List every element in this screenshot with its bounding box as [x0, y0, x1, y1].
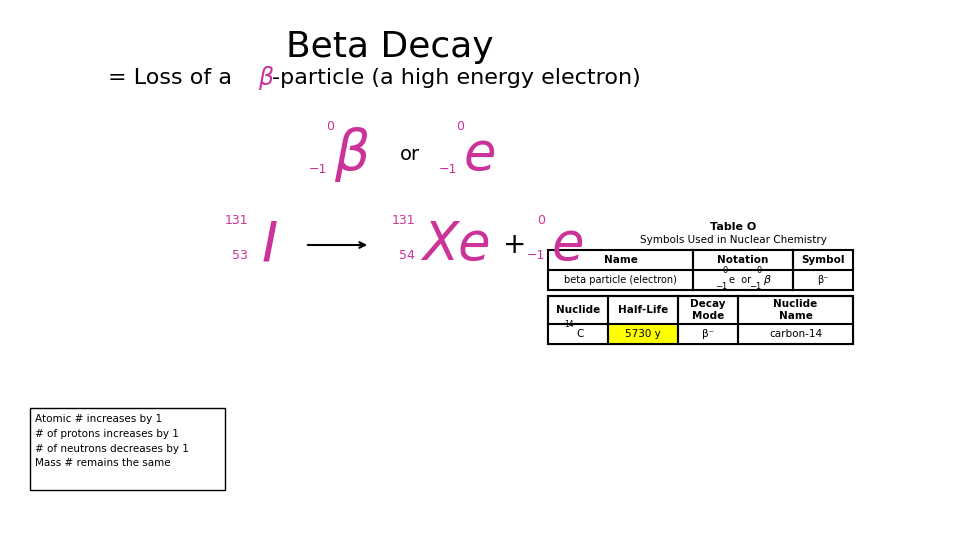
Text: 0: 0 [537, 214, 545, 227]
Text: C: C [576, 329, 584, 339]
Text: Notation: Notation [717, 255, 769, 265]
Bar [548, 296, 853, 344]
Text: −1: −1 [527, 249, 545, 262]
Bar [548, 324, 608, 344]
Text: Symbols Used in Nuclear Chemistry: Symbols Used in Nuclear Chemistry [639, 235, 827, 245]
Text: carbon-14: carbon-14 [769, 329, 822, 339]
Text: −1: −1 [715, 282, 727, 291]
Text: Half-Life: Half-Life [618, 305, 668, 315]
Text: or: or [400, 145, 420, 165]
Bar [738, 324, 853, 344]
Text: Table O: Table O [709, 222, 756, 232]
Text: beta particle (electron): beta particle (electron) [564, 275, 677, 285]
Text: 54: 54 [399, 249, 415, 262]
Text: Symbol: Symbol [802, 255, 845, 265]
Text: 14: 14 [564, 320, 574, 329]
Text: 5730 y: 5730 y [625, 329, 660, 339]
Text: Beta Decay: Beta Decay [286, 30, 493, 64]
Text: β⁻: β⁻ [702, 329, 714, 339]
Text: β⁻: β⁻ [817, 275, 828, 285]
Text: Xe: Xe [422, 219, 491, 271]
Text: Decay
Mode: Decay Mode [690, 299, 726, 321]
Text: -particle (a high energy electron): -particle (a high energy electron) [272, 68, 640, 88]
Text: Nuclide: Nuclide [556, 305, 600, 315]
Text: e  or: e or [729, 275, 751, 285]
Text: 131: 131 [225, 214, 248, 227]
Text: 0: 0 [326, 120, 334, 133]
Text: +: + [503, 231, 527, 259]
Bar [30, 408, 225, 490]
Text: Name: Name [604, 255, 637, 265]
Text: = Loss of a: = Loss of a [108, 68, 239, 88]
Text: $\it{\beta}$: $\it{\beta}$ [258, 64, 275, 92]
Text: 0: 0 [722, 266, 728, 275]
Text: $\beta$: $\beta$ [334, 125, 370, 185]
Text: 0: 0 [456, 120, 464, 133]
Text: −1: −1 [309, 163, 327, 176]
Bar [608, 324, 678, 344]
Bar [678, 324, 738, 344]
Text: Nuclide
Name: Nuclide Name [774, 299, 818, 321]
Text: −1: −1 [439, 163, 457, 176]
Bar [548, 250, 853, 290]
Text: I: I [262, 219, 278, 272]
Text: 0: 0 [756, 266, 761, 275]
Text: 53: 53 [232, 249, 248, 262]
Text: e: e [552, 219, 585, 271]
Text: e: e [464, 129, 496, 181]
Text: −1: −1 [749, 282, 761, 291]
Text: Atomic # increases by 1
# of protons increases by 1
# of neutrons decreases by 1: Atomic # increases by 1 # of protons inc… [35, 414, 189, 468]
Text: $\beta$: $\beta$ [763, 273, 772, 287]
Bar [548, 296, 853, 344]
Text: 131: 131 [392, 214, 415, 227]
